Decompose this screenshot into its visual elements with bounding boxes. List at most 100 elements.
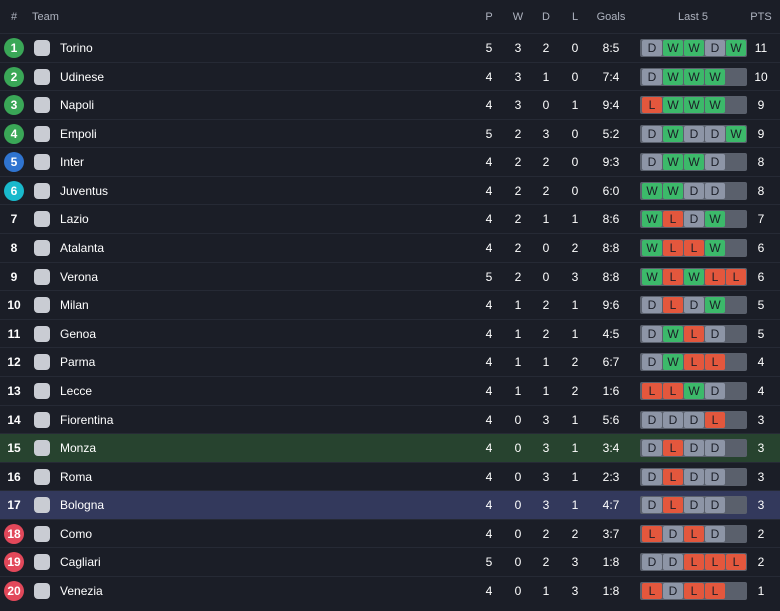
rank: 5 (4, 152, 24, 173)
form-result: D (705, 525, 725, 542)
header-played: P (485, 11, 493, 23)
team-row: 13 Lecce 4 1 1 2 1:6 L L W D 4 (0, 375, 780, 405)
form-result: L (684, 325, 704, 342)
rank: 12 (7, 355, 21, 370)
form-result: W (663, 354, 683, 371)
form-result: W (663, 40, 683, 56)
team-logo (34, 211, 50, 228)
header-rank: # (10, 11, 18, 23)
team-logo (34, 97, 50, 114)
stat-d: 2 (542, 326, 550, 341)
team-row: 15 Monza 4 0 3 1 3:4 D L D D 3 (0, 433, 780, 463)
stat-p: 4 (485, 469, 493, 484)
team-logo (34, 325, 50, 342)
form-result: D (642, 40, 662, 56)
stat-p: 5 (485, 269, 493, 284)
form-result: D (642, 554, 662, 571)
team-name: Genoa (60, 326, 97, 341)
form-result: L (705, 583, 725, 600)
form-result: L (705, 411, 725, 428)
stat-d: 0 (542, 269, 550, 284)
team-name: Parma (60, 355, 96, 370)
form-result: W (684, 97, 704, 114)
stat-d: 3 (542, 412, 550, 427)
goals: 2:3 (602, 469, 620, 484)
form-result: L (663, 440, 683, 457)
form-result: L (642, 525, 662, 542)
stat-l: 3 (571, 555, 579, 570)
stat-d: 2 (542, 41, 550, 55)
team-row: 18 Como 4 0 2 2 3:7 L D L D 2 (0, 518, 780, 548)
form-result: W (705, 97, 725, 114)
form-result: D (642, 325, 662, 342)
stat-p: 4 (485, 383, 493, 398)
points: 3 (757, 441, 765, 456)
team-name: Verona (60, 269, 99, 284)
stat-l: 0 (571, 155, 579, 170)
goals: 8:6 (602, 212, 620, 227)
goals: 8:8 (602, 241, 620, 256)
team-name: Juventus (60, 183, 109, 198)
form-result: L (663, 497, 683, 514)
team-logo (34, 440, 50, 457)
stat-w: 2 (514, 155, 522, 170)
team-name: Atalanta (60, 241, 105, 256)
form-result: D (642, 440, 662, 457)
stat-d: 3 (542, 469, 550, 484)
team-logo (34, 525, 50, 542)
form-result: W (705, 68, 725, 85)
form-result: W (705, 240, 725, 257)
stat-d: 3 (542, 126, 550, 141)
form-result: D (684, 125, 704, 142)
header-drawn: D (542, 11, 550, 23)
goals: 3:7 (602, 526, 620, 541)
points: 9 (757, 126, 765, 141)
stat-w: 2 (514, 183, 522, 198)
stat-p: 5 (485, 41, 493, 55)
team-row: 3 Napoli 4 3 0 1 9:4 L W W W 9 (0, 90, 780, 119)
team-row: 9 Verona 5 2 0 3 8:8 W L W L L 6 (0, 261, 780, 291)
form-result: D (684, 297, 704, 314)
goals: 6:7 (602, 355, 620, 370)
header-won: W (512, 11, 524, 23)
form-result: L (684, 354, 704, 371)
team-name: Lecce (60, 383, 93, 398)
points: 8 (757, 183, 765, 198)
team-logo (34, 554, 50, 571)
team-row: 14 Fiorentina 4 0 3 1 5:6 D D D L 3 (0, 404, 780, 434)
team-logo (34, 583, 50, 600)
form-result: D (705, 382, 725, 399)
form-result: D (684, 411, 704, 428)
goals: 8:5 (602, 41, 620, 55)
team-row: 17 Bologna 4 0 3 1 4:7 D L D D 3 (0, 490, 780, 520)
team-row: 5 Inter 4 2 2 0 9:3 D W W D 8 (0, 147, 780, 176)
form-result: D (705, 440, 725, 457)
stat-w: 2 (514, 212, 522, 227)
stat-d: 2 (542, 526, 550, 541)
stat-d: 0 (542, 98, 550, 113)
rank: 9 (10, 269, 18, 284)
points: 1 (757, 584, 765, 599)
stat-d: 2 (542, 155, 550, 170)
team-name: Inter (60, 155, 85, 170)
form-result: W (642, 240, 662, 257)
form-result: W (642, 182, 662, 199)
form-result: L (684, 240, 704, 257)
form-result: L (726, 268, 746, 285)
form-result: W (684, 382, 704, 399)
stat-p: 4 (485, 183, 493, 198)
form-result: D (705, 40, 725, 56)
form-result: D (684, 468, 704, 485)
team-logo (34, 240, 50, 257)
stat-l: 3 (571, 584, 579, 599)
points: 3 (757, 498, 765, 513)
points: 6 (757, 269, 765, 284)
